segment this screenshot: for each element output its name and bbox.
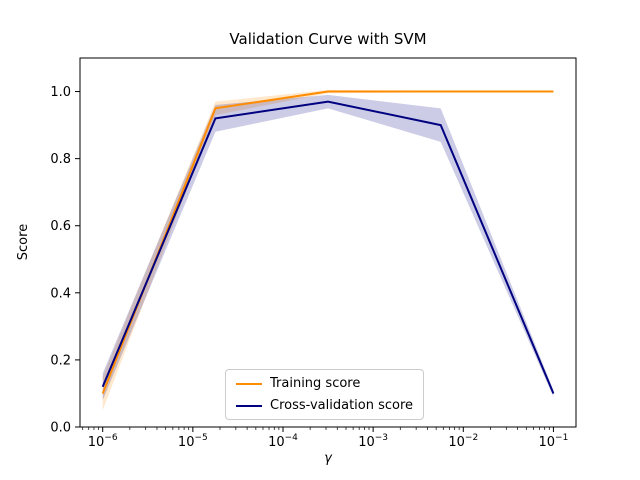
legend-label-training: Training score (270, 376, 361, 391)
x-tick-label: 10−4 (268, 433, 298, 450)
y-axis-label: Score (16, 224, 31, 260)
y-tick-label: 0.6 (50, 219, 71, 234)
x-tick-label: 10−6 (88, 433, 118, 450)
cv-line-sample (236, 404, 262, 407)
x-tick-label: 10−1 (539, 433, 569, 450)
legend-item-training: Training score (236, 376, 413, 391)
y-tick-label: 0.0 (50, 421, 71, 436)
std-band (102, 89, 554, 411)
x-tick-label: 10−3 (358, 433, 388, 450)
legend-label-cv: Cross-validation score (270, 398, 414, 413)
legend: Training score Cross-validation score (225, 369, 425, 420)
y-tick-label: 0.2 (50, 353, 71, 368)
chart-title: Validation Curve with SVM (229, 30, 426, 48)
legend-item-cv: Cross-validation score (236, 398, 413, 413)
training-line-sample (236, 382, 262, 385)
y-tick-label: 1.0 (50, 85, 71, 100)
plot-generated-layer: 10−6 10−5 10−4 10−3 10−2 10−1 0.0 0.2 0.4 0.6 0.8 1… (50, 57, 577, 450)
axes-box (79, 57, 577, 428)
x-tick-label: 10−2 (448, 433, 478, 450)
x-tick-label: 10−5 (178, 433, 208, 450)
y-tick-label: 0.8 (50, 152, 71, 167)
x-axis-label: γ (324, 451, 333, 466)
series-line (101, 90, 554, 394)
std-band (102, 94, 554, 401)
y-tick-label: 0.4 (50, 286, 71, 301)
series-line (101, 100, 555, 394)
